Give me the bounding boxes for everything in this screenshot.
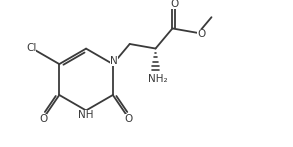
Text: O: O bbox=[197, 29, 205, 39]
Text: NH: NH bbox=[78, 110, 94, 120]
Text: O: O bbox=[125, 114, 133, 124]
Text: O: O bbox=[39, 114, 47, 124]
Text: N: N bbox=[110, 56, 118, 66]
Text: Cl: Cl bbox=[26, 43, 36, 53]
Text: O: O bbox=[170, 0, 178, 9]
Text: NH₂: NH₂ bbox=[148, 74, 167, 85]
